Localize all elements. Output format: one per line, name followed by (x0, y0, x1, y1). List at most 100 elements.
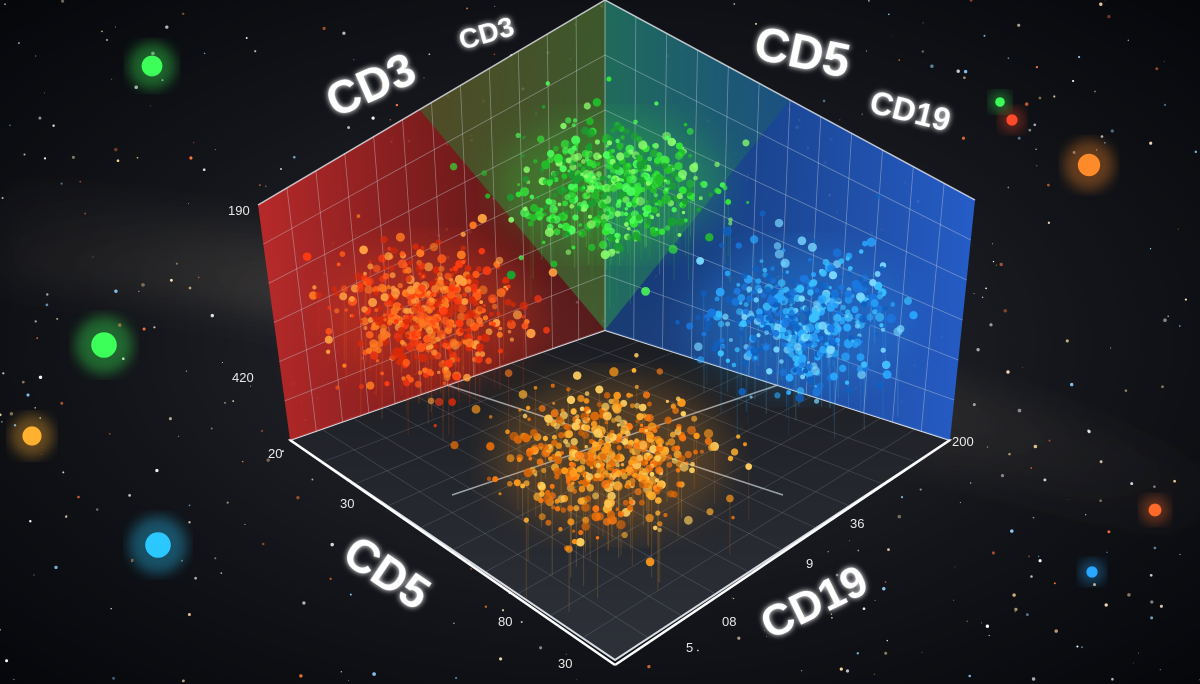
data-point (826, 345, 835, 355)
star (897, 514, 902, 519)
star (1173, 479, 1176, 483)
data-point (638, 473, 645, 480)
data-point (875, 332, 879, 336)
data-point (581, 522, 590, 531)
star (372, 672, 376, 676)
data-point (464, 338, 475, 348)
data-point (759, 210, 766, 217)
star (254, 50, 257, 53)
data-point (876, 381, 884, 390)
data-point (754, 284, 762, 292)
data-point (567, 169, 571, 173)
data-point (633, 442, 641, 450)
star (13, 678, 15, 681)
data-point (588, 142, 593, 147)
data-point (644, 428, 648, 433)
data-point (658, 443, 663, 447)
data-point (789, 320, 799, 330)
data-point (388, 265, 395, 272)
star (1014, 607, 1018, 612)
data-point (455, 283, 460, 287)
data-point (816, 338, 820, 343)
data-point (395, 337, 401, 343)
star (1155, 67, 1159, 71)
data-point (805, 363, 813, 371)
data-point (574, 142, 579, 147)
data-point (784, 331, 789, 337)
data-point (416, 249, 425, 258)
star (954, 566, 956, 568)
star (1127, 593, 1131, 597)
data-point (384, 252, 393, 261)
data-point (667, 490, 675, 498)
data-point (656, 368, 664, 375)
data-point (427, 333, 431, 337)
star (956, 69, 960, 73)
data-point (517, 183, 521, 187)
data-point (461, 259, 466, 265)
data-point (485, 193, 491, 199)
data-point (670, 163, 675, 169)
tick-front-right-1: 36 (850, 516, 864, 531)
star (845, 669, 850, 673)
star (733, 3, 736, 5)
data-point (578, 529, 584, 536)
data-point (629, 217, 636, 224)
data-point (479, 300, 484, 304)
data-point (553, 467, 562, 476)
data-point (409, 293, 416, 299)
data-point (534, 473, 538, 477)
star (34, 407, 36, 409)
data-point (592, 98, 602, 107)
data-point (636, 454, 644, 462)
data-point (845, 256, 850, 261)
star (1078, 55, 1081, 59)
data-point (536, 195, 540, 199)
data-point (380, 371, 385, 376)
data-point (773, 346, 780, 353)
data-point (693, 432, 700, 440)
data-point (424, 262, 434, 272)
data-point (404, 275, 412, 283)
data-point (675, 152, 683, 160)
data-point (563, 230, 571, 238)
data-point (425, 326, 434, 334)
star (1070, 382, 1074, 387)
data-point (785, 314, 789, 319)
star (266, 458, 270, 462)
star (52, 124, 55, 127)
data-point (554, 506, 561, 512)
data-point (545, 198, 552, 205)
star (250, 385, 252, 387)
data-point (441, 299, 447, 304)
data-point (657, 521, 663, 527)
data-point (538, 513, 546, 521)
data-point (810, 279, 818, 287)
data-point (865, 321, 872, 327)
star (136, 156, 139, 159)
data-point (444, 280, 449, 285)
star (54, 565, 58, 570)
data-point (544, 227, 554, 237)
glow-star (1063, 139, 1115, 191)
data-point (704, 437, 713, 446)
data-point (681, 205, 686, 210)
data-point (794, 270, 799, 274)
data-point (376, 340, 384, 348)
data-point (616, 423, 621, 427)
data-point (753, 297, 759, 303)
data-point (679, 434, 687, 442)
data-point (557, 223, 563, 229)
star (830, 613, 833, 615)
data-point (553, 228, 561, 236)
data-point (358, 384, 365, 390)
glow-star (129, 516, 187, 574)
data-point (475, 266, 482, 272)
star (221, 361, 223, 364)
data-point (647, 156, 653, 162)
data-point (482, 303, 486, 308)
data-point (734, 347, 740, 353)
data-point (572, 214, 579, 221)
star (1047, 183, 1050, 187)
data-point (650, 441, 656, 446)
